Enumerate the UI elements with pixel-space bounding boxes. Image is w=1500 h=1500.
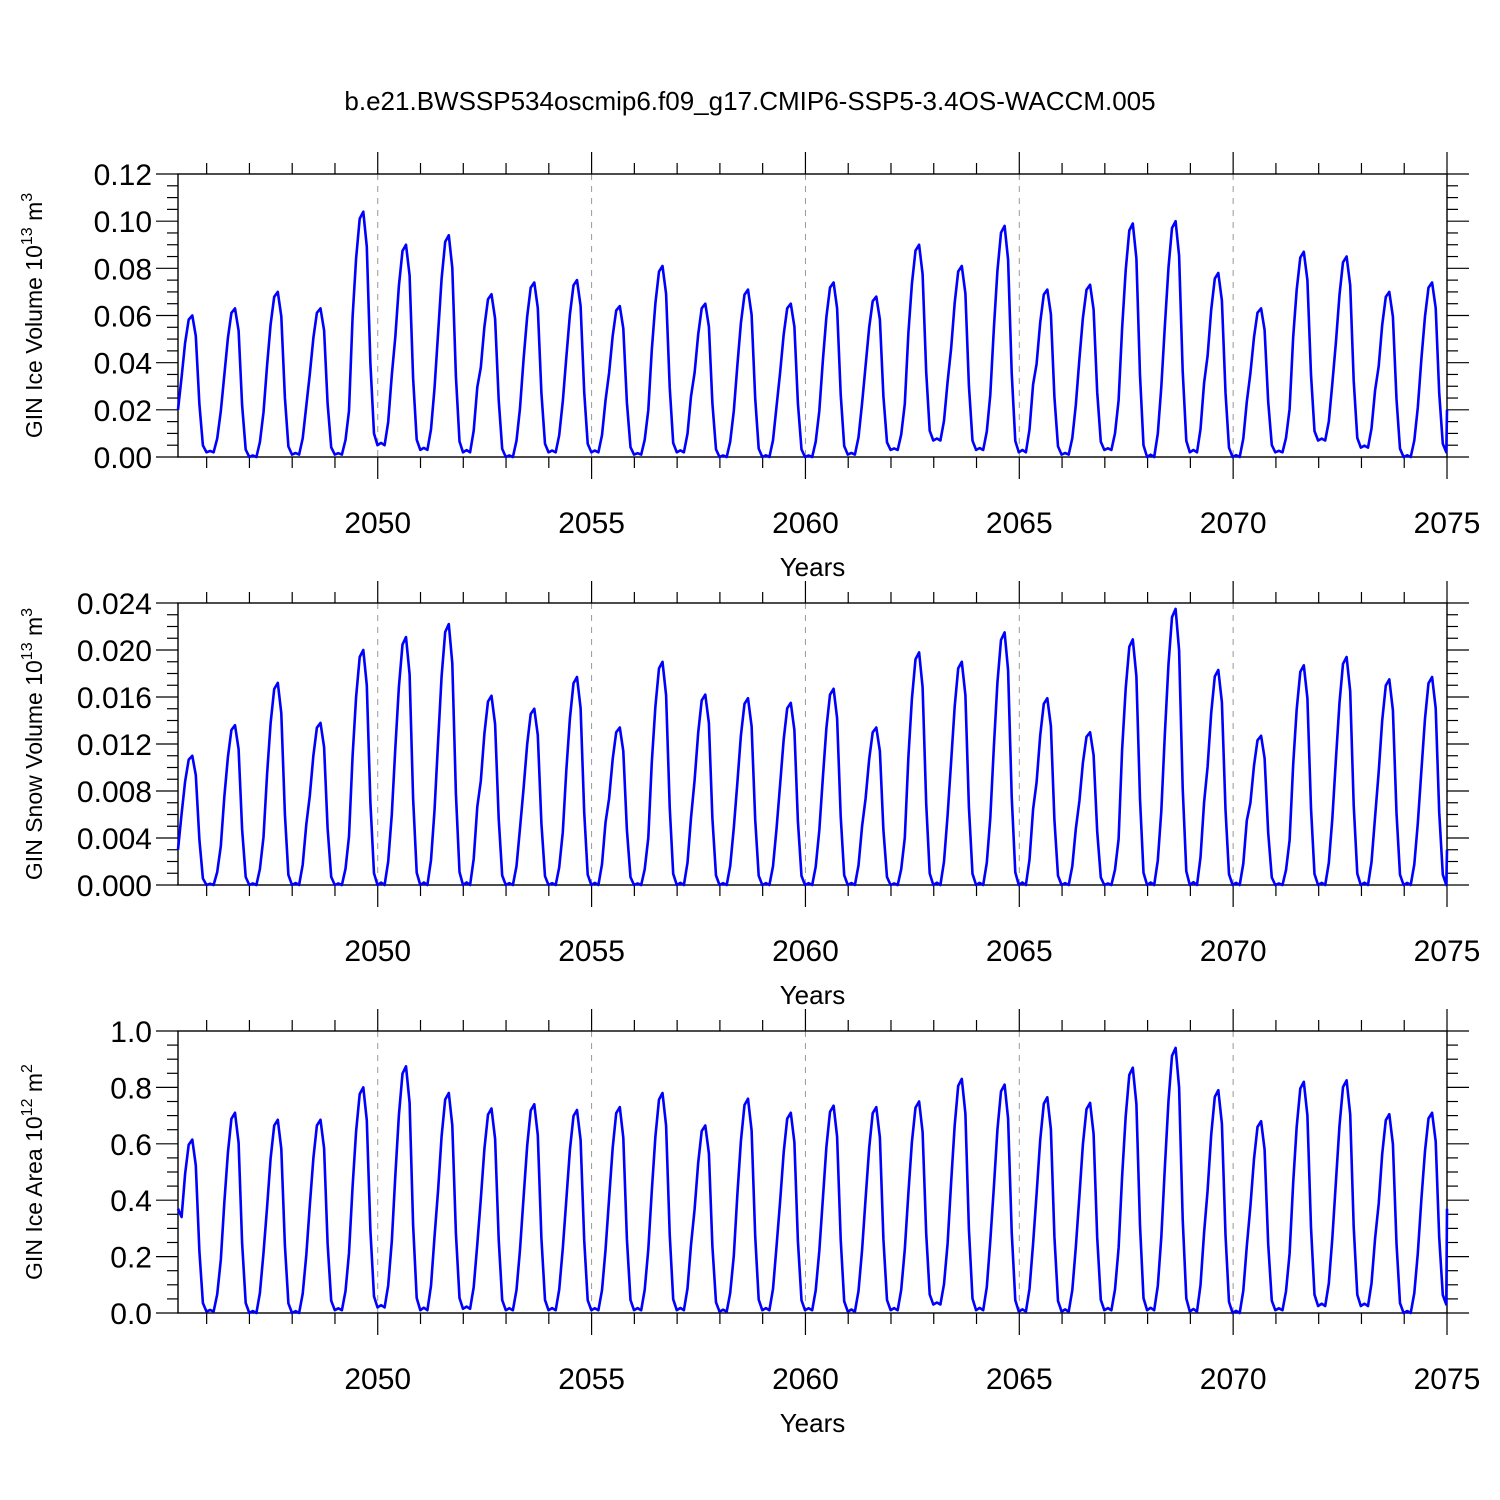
y-tick-label: 1.0 bbox=[110, 1016, 152, 1049]
x-tick-label: 2055 bbox=[558, 935, 625, 968]
x-tick-label: 2070 bbox=[1200, 935, 1267, 968]
y-axis-label-exponent: 13 bbox=[19, 227, 36, 245]
y-tick-label: 0.8 bbox=[110, 1072, 152, 1105]
y-axis-label-unit-exponent: 3 bbox=[19, 608, 36, 617]
figure-title: b.e21.BWSSP534oscmip6.f09_g17.CMIP6-SSP5… bbox=[344, 86, 1155, 116]
y-tick-label: 0.06 bbox=[94, 301, 152, 334]
chart-panel-1: 0.00 0.02 0.04 0.06 0.08 0.10 0.12 2050 2055 2060… bbox=[19, 152, 1480, 582]
y-axis-label-exponent: 12 bbox=[19, 1098, 36, 1116]
x-tick-label: 2060 bbox=[772, 935, 839, 968]
x-tick-label: 2065 bbox=[986, 935, 1053, 968]
x-axis-label: Years bbox=[780, 980, 846, 1010]
x-axis-label: Years bbox=[780, 1408, 846, 1438]
y-axis-label: GIN Ice Volume 1013 m3 bbox=[19, 193, 47, 438]
x-axis-label: Years bbox=[780, 552, 846, 582]
y-tick-label: 0.2 bbox=[110, 1242, 152, 1275]
x-tick-label: 2065 bbox=[986, 1363, 1053, 1396]
series-line-gin-snow-volume bbox=[176, 607, 1449, 887]
y-tick-label: 0.016 bbox=[77, 682, 152, 715]
y-tick-label: 0.10 bbox=[94, 206, 152, 239]
y-axis-label-text: GIN Ice Area 10 bbox=[21, 1116, 47, 1280]
x-tick-label: 2050 bbox=[344, 935, 411, 968]
y-axis-label-text: GIN Snow Volume 10 bbox=[21, 660, 47, 880]
x-tick-label: 2050 bbox=[344, 1363, 411, 1396]
y-axis-label: GIN Snow Volume 1013 m3 bbox=[19, 608, 47, 880]
chart-panel-3: 0.0 0.2 0.4 0.6 0.8 1.0 2050 2055 2060 2065 2070 20… bbox=[19, 1009, 1480, 1438]
x-tick-label: 2075 bbox=[1414, 935, 1481, 968]
x-tick-label: 2055 bbox=[558, 1363, 625, 1396]
series-line-gin-ice-volume bbox=[176, 210, 1449, 459]
x-tick-label: 2050 bbox=[344, 507, 411, 540]
y-tick-label: 0.02 bbox=[94, 395, 152, 428]
y-tick-label: 0.000 bbox=[77, 870, 152, 903]
y-axis-label-unit-exponent: 3 bbox=[19, 193, 36, 202]
y-axis-label-unit-exponent: 2 bbox=[19, 1064, 36, 1073]
x-tick-label: 2060 bbox=[772, 1363, 839, 1396]
series-line-gin-ice-area bbox=[176, 1046, 1449, 1315]
y-tick-label: 0.08 bbox=[94, 253, 152, 286]
y-tick-label: 0.04 bbox=[94, 348, 152, 381]
y-tick-label: 0.012 bbox=[77, 729, 152, 762]
x-tick-label: 2070 bbox=[1200, 1363, 1267, 1396]
x-tick-label: 2060 bbox=[772, 507, 839, 540]
y-tick-label: 0.4 bbox=[110, 1185, 152, 1218]
x-tick-label: 2065 bbox=[986, 507, 1053, 540]
y-tick-label: 0.00 bbox=[94, 442, 152, 475]
x-tick-label: 2075 bbox=[1414, 507, 1481, 540]
y-axis-label-exponent: 13 bbox=[19, 642, 36, 660]
y-tick-label: 0.12 bbox=[94, 159, 152, 192]
x-tick-label: 2075 bbox=[1414, 1363, 1481, 1396]
chart-panel-2: 0.000 0.004 0.008 0.012 0.016 0.020 0.024 2050 2… bbox=[19, 581, 1480, 1010]
y-tick-label: 0.008 bbox=[77, 776, 152, 809]
y-axis-label-unit: m bbox=[21, 617, 47, 643]
y-tick-label: 0.004 bbox=[77, 823, 152, 856]
x-tick-label: 2055 bbox=[558, 507, 625, 540]
y-tick-label: 0.020 bbox=[77, 635, 152, 668]
y-axis-label-text: GIN Ice Volume 10 bbox=[21, 245, 47, 438]
y-tick-label: 0.0 bbox=[110, 1298, 152, 1331]
y-axis-label: GIN Ice Area 1012 m2 bbox=[19, 1064, 47, 1280]
y-axis-label-unit: m bbox=[21, 1073, 47, 1099]
y-tick-label: 0.6 bbox=[110, 1129, 152, 1162]
y-tick-label: 0.024 bbox=[77, 588, 152, 621]
x-tick-label: 2070 bbox=[1200, 507, 1267, 540]
y-axis-label-unit: m bbox=[21, 202, 47, 228]
